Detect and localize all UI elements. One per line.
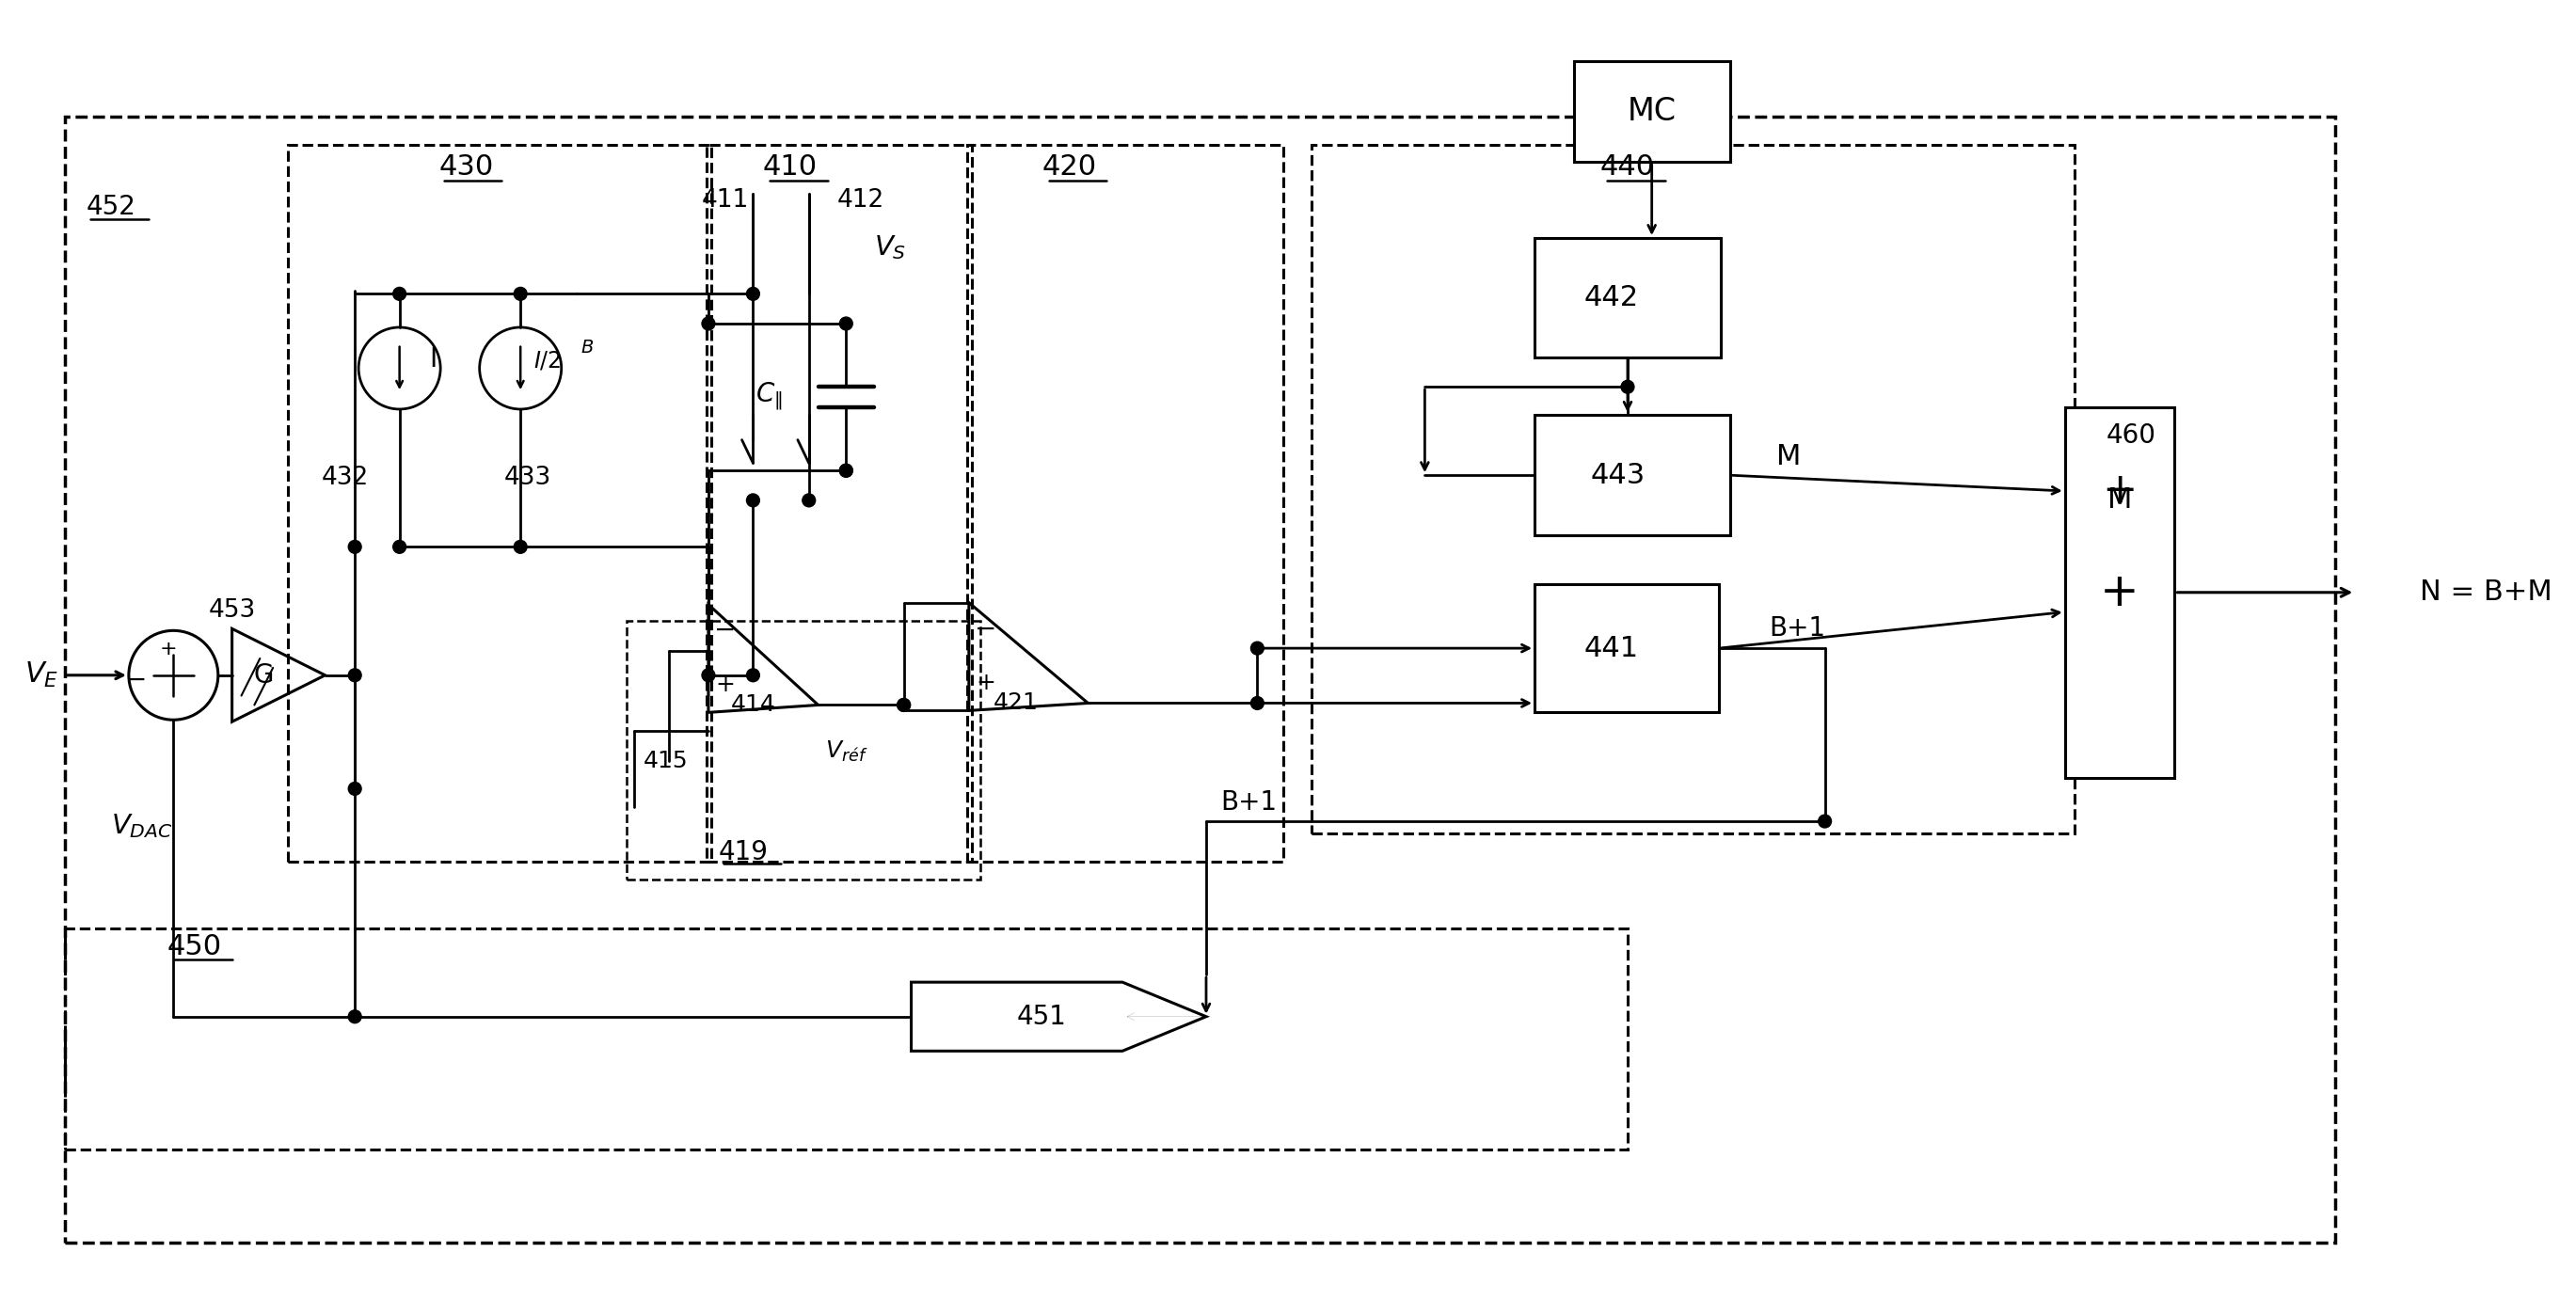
Circle shape (701, 669, 716, 682)
Text: 411: 411 (701, 188, 750, 213)
Text: +: + (160, 640, 178, 658)
Text: $C_{\|}$: $C_{\|}$ (755, 380, 783, 412)
Bar (626, 621, 979, 880)
Text: 419: 419 (719, 838, 768, 865)
Circle shape (840, 465, 853, 478)
Bar (289, 145, 711, 861)
Text: $V_S$: $V_S$ (873, 233, 907, 262)
Text: 430: 430 (438, 154, 495, 180)
Text: 415: 415 (644, 750, 688, 772)
Text: B+1: B+1 (1770, 616, 1826, 642)
Text: M: M (1777, 443, 1801, 470)
Text: 421: 421 (992, 692, 1038, 715)
Circle shape (1252, 696, 1265, 709)
Circle shape (840, 465, 853, 478)
Text: B+1: B+1 (1221, 790, 1278, 816)
Text: 450: 450 (167, 933, 222, 961)
Text: −: − (974, 616, 997, 642)
Circle shape (801, 494, 817, 507)
Circle shape (348, 1011, 361, 1023)
Text: +: + (2102, 471, 2138, 511)
Text: I: I (430, 346, 438, 372)
Text: 414: 414 (732, 694, 775, 716)
Circle shape (747, 287, 760, 300)
Text: 410: 410 (762, 154, 817, 180)
Text: M: M (2107, 487, 2133, 515)
Circle shape (394, 541, 407, 553)
Circle shape (515, 287, 528, 300)
Circle shape (515, 541, 528, 553)
Text: 420: 420 (1043, 154, 1097, 180)
Bar (1574, 62, 1731, 162)
Text: −: − (714, 617, 737, 644)
Text: 441: 441 (1584, 634, 1638, 662)
Text: $V_{réf}$: $V_{réf}$ (824, 740, 868, 763)
Text: +: + (2099, 570, 2141, 615)
Circle shape (747, 494, 760, 507)
Bar (706, 145, 971, 861)
Text: MC: MC (1628, 96, 1677, 128)
Text: 452: 452 (85, 195, 137, 221)
Text: +: + (716, 674, 734, 696)
Bar (1311, 145, 2074, 833)
Circle shape (348, 782, 361, 795)
Bar (2066, 408, 2174, 778)
Bar (1535, 584, 1718, 712)
Bar (64, 928, 1628, 1150)
Text: 442: 442 (1584, 284, 1638, 311)
Circle shape (1252, 642, 1265, 655)
Text: 440: 440 (1600, 154, 1654, 180)
Circle shape (701, 317, 716, 330)
Text: −: − (126, 667, 147, 694)
Text: 412: 412 (837, 188, 884, 213)
Circle shape (747, 669, 760, 682)
Circle shape (348, 541, 361, 553)
Circle shape (1819, 815, 1832, 828)
Bar (1535, 238, 1721, 357)
Text: 433: 433 (505, 466, 551, 491)
Circle shape (896, 699, 909, 712)
Text: 432: 432 (322, 466, 368, 491)
Text: $B$: $B$ (582, 338, 595, 357)
Polygon shape (912, 982, 1206, 1051)
Text: 460: 460 (2107, 422, 2156, 449)
Circle shape (348, 669, 361, 682)
Circle shape (840, 317, 853, 330)
Text: G: G (252, 662, 273, 688)
Text: N = B+M: N = B+M (2421, 579, 2553, 607)
Text: +: + (976, 671, 994, 694)
Text: $V_E$: $V_E$ (26, 661, 59, 690)
Text: 443: 443 (1592, 462, 1646, 488)
Bar (966, 145, 1283, 861)
Bar (64, 117, 2334, 1242)
Circle shape (1620, 380, 1633, 393)
Text: $I/2$: $I/2$ (533, 350, 562, 372)
Circle shape (394, 287, 407, 300)
Text: $V_{DAC}$: $V_{DAC}$ (111, 812, 173, 840)
Text: 451: 451 (1018, 1003, 1066, 1029)
Circle shape (896, 699, 909, 712)
Text: 453: 453 (209, 597, 255, 622)
Bar (1535, 415, 1731, 536)
